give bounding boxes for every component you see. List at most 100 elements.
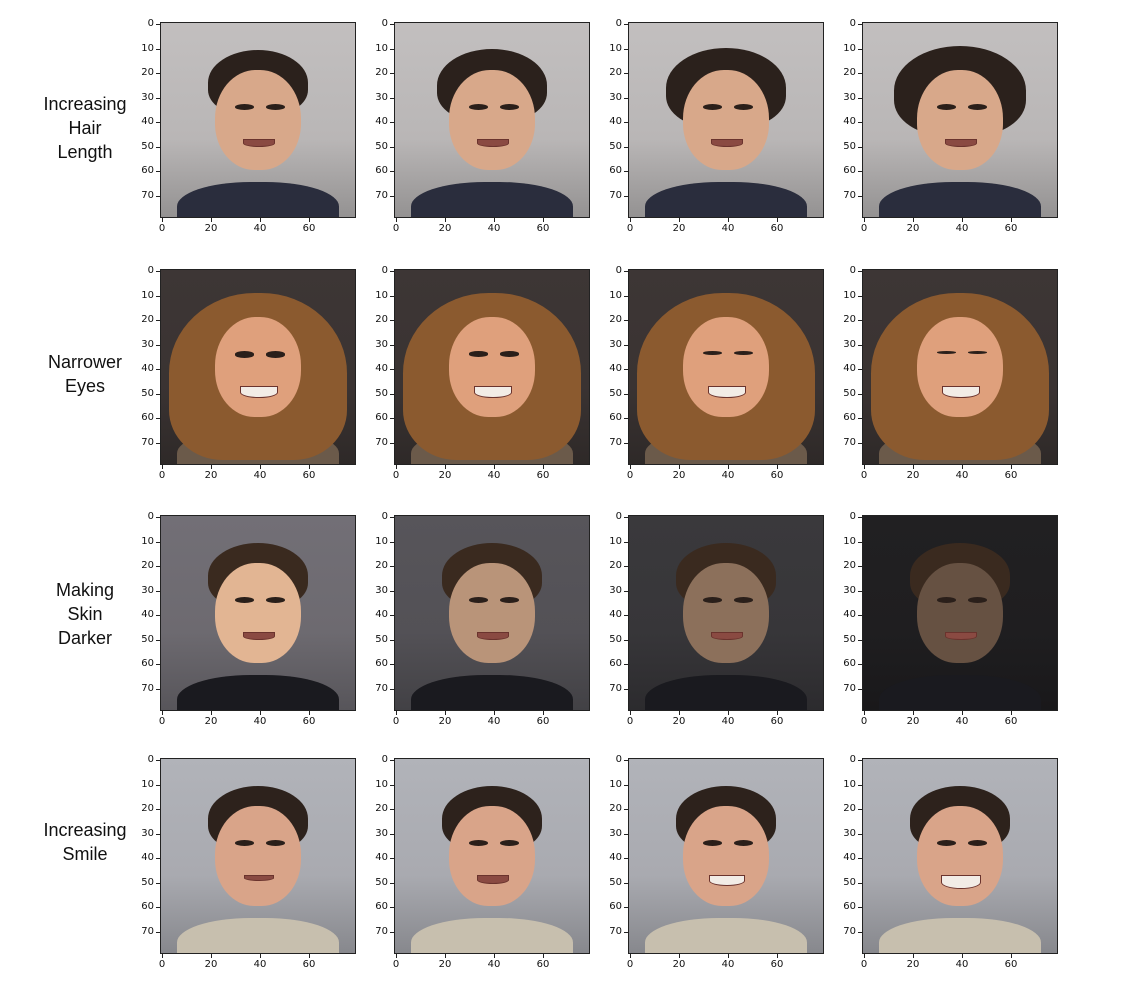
y-tick-mark: [390, 664, 394, 665]
eye: [936, 104, 957, 111]
eye: [499, 597, 520, 604]
x-tick-label: 0: [860, 223, 868, 234]
x-tick-mark: [864, 954, 865, 958]
y-tick-mark: [624, 271, 628, 272]
eye: [265, 104, 286, 111]
face: [917, 69, 1003, 171]
y-tick-mark: [156, 418, 160, 419]
x-tick-mark: [260, 954, 261, 958]
y-tick-label: 40: [141, 363, 154, 374]
y-tick-mark: [156, 784, 160, 786]
y-tick-mark: [858, 590, 862, 592]
face: [215, 69, 301, 171]
x-tick-mark: [777, 218, 778, 222]
y-tick-mark: [858, 809, 862, 810]
y-tick-mark: [624, 931, 628, 933]
y-tick-label: 40: [375, 116, 388, 127]
x-tick-mark: [162, 954, 163, 958]
y-tick-label: 30: [375, 827, 388, 839]
y-tick-label: 50: [609, 140, 622, 152]
face: [683, 562, 769, 664]
x-tick-mark: [309, 711, 310, 715]
x-tick-label: 0: [392, 470, 400, 481]
face: [917, 805, 1003, 907]
x-tick-label: 40: [253, 716, 267, 727]
x-tick-mark: [494, 218, 495, 222]
y-tick-label: 30: [141, 827, 154, 839]
y-tick-label: 10: [375, 778, 388, 790]
y-tick-mark: [858, 784, 862, 786]
shirt: [176, 675, 340, 710]
y-tick-label: 70: [141, 189, 154, 201]
y-tick-mark: [390, 541, 394, 543]
y-tick-mark: [156, 97, 160, 99]
y-tick-mark: [390, 171, 394, 172]
y-tick-label: 0: [849, 265, 856, 276]
y-tick-mark: [624, 73, 628, 74]
x-tick-mark: [260, 218, 261, 222]
x-tick-label: 40: [253, 470, 267, 481]
x-tick-label: 60: [536, 716, 550, 727]
x-tick-mark: [445, 218, 446, 222]
y-tick-mark: [624, 882, 628, 884]
eye: [499, 351, 520, 357]
y-tick-label: 70: [843, 925, 856, 937]
y-tick-mark: [390, 784, 394, 786]
y-tick-mark: [858, 442, 862, 444]
y-tick-label: 0: [381, 265, 388, 276]
shirt: [878, 918, 1042, 953]
row-label: Narrower Eyes: [20, 350, 150, 398]
mouth: [240, 386, 278, 398]
y-tick-label: 70: [375, 682, 388, 694]
face-image-panel: [160, 22, 356, 218]
x-tick-mark: [260, 465, 261, 469]
y-tick-mark: [390, 907, 394, 908]
y-tick-mark: [156, 171, 160, 172]
y-tick-label: 10: [609, 778, 622, 790]
y-tick-mark: [156, 760, 160, 761]
x-tick-label: 20: [438, 223, 452, 234]
y-tick-mark: [390, 566, 394, 567]
y-tick-mark: [858, 418, 862, 419]
x-tick-label: 40: [253, 959, 267, 970]
y-tick-label: 20: [141, 67, 154, 78]
y-tick-label: 60: [141, 658, 154, 669]
x-tick-mark: [1011, 711, 1012, 715]
x-tick-mark: [728, 711, 729, 715]
y-tick-label: 70: [375, 925, 388, 937]
x-tick-mark: [543, 711, 544, 715]
y-tick-mark: [156, 566, 160, 567]
row-label-line: Smile: [62, 844, 108, 864]
y-tick-mark: [390, 590, 394, 592]
y-tick-mark: [624, 907, 628, 908]
y-tick-mark: [156, 295, 160, 297]
x-tick-mark: [1011, 465, 1012, 469]
y-tick-mark: [858, 664, 862, 665]
shirt: [410, 675, 574, 710]
x-tick-mark: [162, 465, 163, 469]
face-image-panel: [862, 22, 1058, 218]
x-tick-mark: [494, 711, 495, 715]
y-tick-label: 40: [375, 609, 388, 620]
x-tick-label: 40: [721, 223, 735, 234]
y-tick-mark: [624, 369, 628, 370]
y-tick-label: 50: [843, 387, 856, 399]
y-tick-mark: [624, 615, 628, 616]
y-tick-label: 60: [375, 412, 388, 423]
y-tick-label: 20: [843, 67, 856, 78]
y-tick-mark: [858, 393, 862, 395]
eye: [733, 351, 754, 356]
row-label-line: Narrower: [47, 352, 122, 372]
x-tick-mark: [913, 465, 914, 469]
eye: [967, 104, 988, 111]
y-tick-label: 0: [615, 754, 622, 765]
x-tick-mark: [396, 711, 397, 715]
x-tick-label: 40: [955, 959, 969, 970]
x-tick-mark: [864, 465, 865, 469]
y-tick-mark: [156, 73, 160, 74]
y-tick-mark: [156, 858, 160, 859]
y-tick-mark: [156, 271, 160, 272]
face: [683, 805, 769, 907]
x-tick-label: 40: [487, 716, 501, 727]
y-tick-label: 70: [375, 189, 388, 201]
